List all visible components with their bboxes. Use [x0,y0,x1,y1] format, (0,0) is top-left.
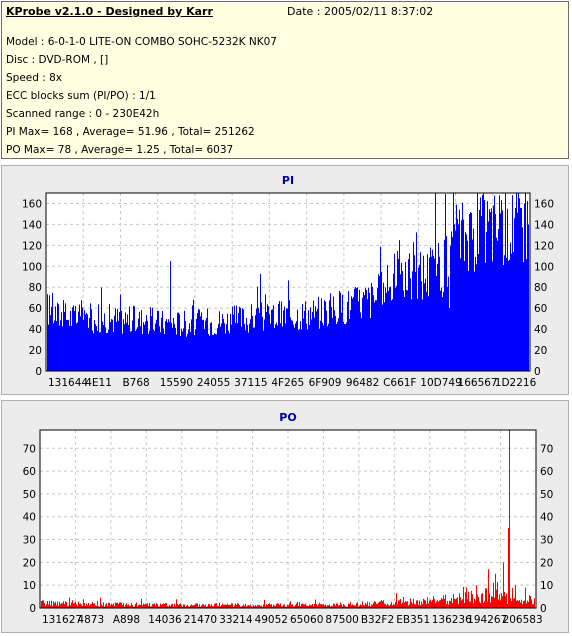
x-tick-label: 14036 [148,614,182,626]
y-tick-label-left: 50 [23,489,36,501]
info-model: Model : 6-0-1-0 LITE-ON COMBO SOHC-5232K… [6,36,277,48]
y-tick-label-right: 0 [540,603,547,615]
x-tick-label: 96482 [346,377,379,389]
y-tick-label-right: 60 [534,303,547,315]
y-tick-label-left: 140 [22,219,42,231]
x-tick-label: 24055 [197,377,230,389]
y-tick-label-left: 160 [22,198,42,210]
x-tick-label: 6F909 [309,377,342,389]
x-tick-label: B768 [122,377,149,389]
x-tick-label: 136236 [432,614,472,626]
x-tick-label: 15590 [160,377,193,389]
x-tick-label: 4873 [77,614,104,626]
info-range: Scanned range : 0 - 230E42h [6,108,160,120]
x-tick-label: 194267 [467,614,507,626]
plot-frame [39,429,537,609]
info-panel: KProbe v2.1.0 - Designed by Karr Date : … [1,1,569,159]
info-disc: Disc : DVD-ROM , [] [6,54,109,66]
scan-date: Date : 2005/02/11 8:37:02 [287,5,434,18]
x-tick-label: 131644 [48,377,88,389]
y-tick-label-right: 10 [540,580,553,592]
y-tick-label-right: 70 [540,443,553,455]
y-tick-label-left: 80 [29,282,42,294]
y-tick-label-right: 100 [534,261,554,273]
y-tick-label-right: 80 [534,282,547,294]
chart-title: PI [282,174,294,187]
y-tick-label-left: 40 [29,324,42,336]
x-tick-label: 4E11 [85,377,112,389]
y-tick-label-right: 20 [534,345,547,357]
x-tick-label: 10D749 [420,377,462,389]
po-chart: PO 0 0 10 10 20 20 30 30 40 40 50 50 60 60 70 70 13162748… [23,411,554,626]
y-tick-label-right: 60 [540,466,553,478]
y-tick-label-left: 100 [22,261,42,273]
y-tick-label-left: 70 [23,443,36,455]
x-tick-label: 49052 [255,614,288,626]
x-tick-label: 166567 [458,377,498,389]
y-tick-label-left: 10 [23,580,36,592]
y-tick-label-right: 40 [540,512,553,524]
x-tick-label: 21470 [184,614,217,626]
info-po-summary: PO Max= 78 , Average= 1.25 , Total= 6037 [6,144,234,156]
info-pi-summary: PI Max= 168 , Average= 51.96 , Total= 25… [6,126,255,138]
info-ecc: ECC blocks sum (PI/PO) : 1/1 [6,90,156,102]
x-tick-label: EB351 [396,614,430,626]
app-title: KProbe v2.1.0 - Designed by Karr [6,5,213,18]
y-tick-label-left: 0 [35,366,42,378]
y-tick-label-right: 40 [534,324,547,336]
info-speed: Speed : 8x [6,72,63,84]
y-tick-label-right: 0 [534,366,541,378]
po-chart-panel: PO 0 0 10 10 20 20 30 30 40 40 50 50 60 60 70 70 131627 48… [1,400,569,633]
pi-chart-panel: PI 0 0 20 20 40 40 60 60 80 80 100 100 120 120 140 140 16… [1,165,569,395]
x-tick-label: 4F265 [271,377,304,389]
y-tick-label-left: 20 [29,345,42,357]
y-tick-label-left: 20 [23,557,36,569]
x-tick-label: A898 [113,614,140,626]
y-tick-label-left: 30 [23,535,36,547]
x-tick-label: 87500 [325,614,358,626]
x-tick-label: 131627 [42,614,82,626]
y-tick-label-left: 60 [29,303,42,315]
y-tick-label-left: 120 [22,240,42,252]
y-tick-label-right: 20 [540,557,553,569]
plot-frame [45,192,531,372]
x-tick-label: 1D2216 [495,377,537,389]
x-tick-label: 65060 [290,614,323,626]
y-tick-label-left: 40 [23,512,36,524]
y-tick-label-right: 160 [534,198,554,210]
pi-chart: PI 0 0 20 20 40 40 60 60 80 80 100 100 120 120 140 140 16… [22,174,554,389]
y-tick-label-left: 60 [23,466,36,478]
y-tick-label-right: 140 [534,219,554,231]
y-tick-label-right: 120 [534,240,554,252]
y-tick-label-left: 0 [29,603,36,615]
x-tick-label: B32F2 [361,614,394,626]
plot-area [39,429,537,609]
y-tick-label-right: 30 [540,535,553,547]
chart-title: PO [279,411,296,424]
x-tick-label: 206583 [503,614,543,626]
x-tick-label: 33214 [219,614,253,626]
x-tick-label: 37115 [234,377,267,389]
y-tick-label-right: 50 [540,489,553,501]
x-tick-label: C661F [383,377,416,389]
